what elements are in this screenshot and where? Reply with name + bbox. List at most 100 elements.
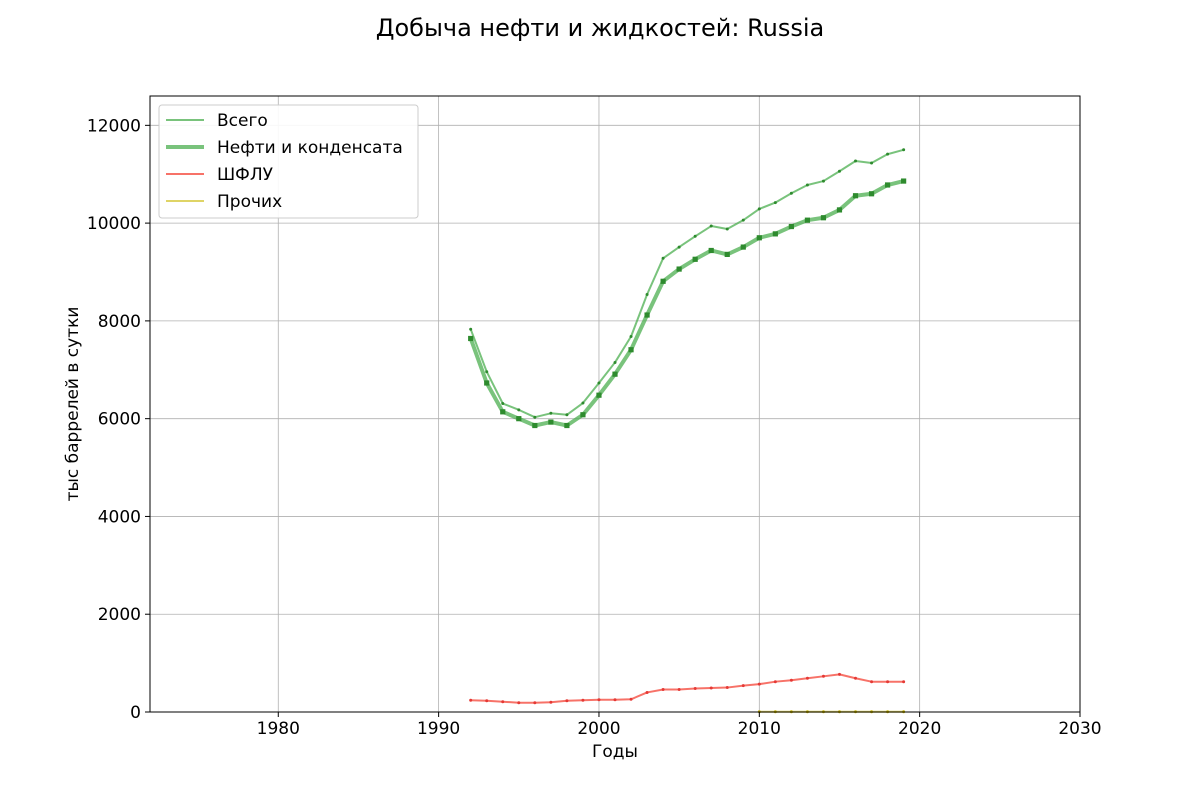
data-point <box>676 266 682 272</box>
data-point <box>597 698 601 702</box>
data-point <box>644 312 650 318</box>
data-point <box>756 235 762 241</box>
y-tick-label: 10000 <box>87 214 141 234</box>
data-point <box>789 191 793 195</box>
data-point <box>533 415 537 419</box>
data-point <box>645 690 649 694</box>
data-point <box>596 392 602 398</box>
series-layer <box>468 148 907 714</box>
y-tick-label: 4000 <box>98 507 141 527</box>
legend-box <box>158 104 419 219</box>
data-point <box>485 699 489 703</box>
data-point <box>485 370 489 374</box>
data-point <box>820 215 827 221</box>
data-point <box>548 419 554 425</box>
data-point <box>757 207 761 211</box>
data-point <box>516 416 522 422</box>
y-tick-label: 6000 <box>98 410 141 430</box>
data-point <box>884 182 891 188</box>
data-point <box>868 191 875 197</box>
data-point <box>804 217 811 223</box>
y-tick-label: 12000 <box>87 116 141 136</box>
data-point <box>740 244 746 250</box>
data-point <box>612 371 618 377</box>
data-point <box>693 687 697 691</box>
series-1 <box>469 148 906 419</box>
data-point <box>870 161 874 165</box>
data-point <box>501 402 505 406</box>
legend-item: Прочих <box>166 192 282 212</box>
chart-title: Добыча нефти и жидкостей: Russia <box>376 14 825 42</box>
data-point <box>870 680 874 684</box>
plot-frame <box>149 95 1081 713</box>
data-point <box>613 698 617 702</box>
data-point <box>645 292 649 296</box>
data-point <box>549 411 553 415</box>
data-point <box>517 701 521 705</box>
data-point <box>501 700 505 704</box>
y-tick-label: 2000 <box>98 605 141 625</box>
data-point <box>902 148 906 152</box>
data-point <box>692 256 698 262</box>
data-point <box>469 698 473 702</box>
data-point <box>852 193 859 199</box>
data-point <box>677 245 681 249</box>
data-point <box>581 698 585 702</box>
data-point <box>821 674 825 678</box>
series-2 <box>468 178 907 429</box>
data-point <box>725 227 729 231</box>
data-point <box>597 381 601 385</box>
x-tick-label: 2010 <box>738 719 781 739</box>
data-point <box>629 335 633 339</box>
x-axis-label: Годы <box>592 742 638 762</box>
data-point <box>629 697 633 701</box>
data-point <box>709 224 713 228</box>
x-tick-label: 2030 <box>1058 719 1101 739</box>
data-point <box>854 676 858 680</box>
data-point <box>789 678 793 682</box>
data-point <box>661 256 665 260</box>
legend-item: Нефти и конденсата <box>166 138 403 158</box>
legend-label: ШФЛУ <box>217 165 274 185</box>
data-point <box>500 409 506 415</box>
data-point <box>549 700 553 704</box>
data-point <box>613 360 617 364</box>
data-point <box>708 247 714 254</box>
data-point <box>677 688 681 692</box>
legend-label: Прочих <box>217 192 282 212</box>
legend-label: Всего <box>217 111 268 131</box>
data-point <box>581 401 585 405</box>
x-tick-label: 1990 <box>417 719 460 739</box>
x-axis: 1980 1990 2000 2010 2020 2030 <box>257 712 1102 739</box>
data-point <box>564 422 570 429</box>
data-point <box>757 682 761 686</box>
data-point <box>837 672 841 676</box>
data-point <box>805 676 809 680</box>
legend: Всего Нефти и конденсата ШФЛУ Прочих <box>158 104 419 219</box>
x-tick-label: 1980 <box>257 719 300 739</box>
data-point <box>773 201 777 205</box>
y-axis-label: тыс баррелей в сутки <box>63 307 83 502</box>
data-point <box>901 178 907 184</box>
x-tick-label: 2020 <box>898 719 941 739</box>
data-point <box>837 169 841 173</box>
data-point <box>805 183 809 187</box>
data-point <box>533 701 537 705</box>
data-point <box>468 335 474 342</box>
legend-label: Нефти и конденсата <box>217 138 403 158</box>
data-point <box>725 686 729 690</box>
data-point <box>565 413 569 417</box>
data-point <box>886 152 890 156</box>
data-point <box>741 684 745 688</box>
legend-item: ШФЛУ <box>166 165 274 185</box>
data-point <box>773 680 777 684</box>
y-tick-label: 8000 <box>98 312 141 332</box>
y-axis: 0 2000 4000 6000 8000 10000 12000 <box>87 116 150 723</box>
data-point <box>565 699 569 703</box>
x-tick-label: 2000 <box>577 719 620 739</box>
data-point <box>661 688 665 692</box>
data-point <box>693 234 697 238</box>
series-3 <box>469 672 906 705</box>
data-point <box>469 327 473 331</box>
